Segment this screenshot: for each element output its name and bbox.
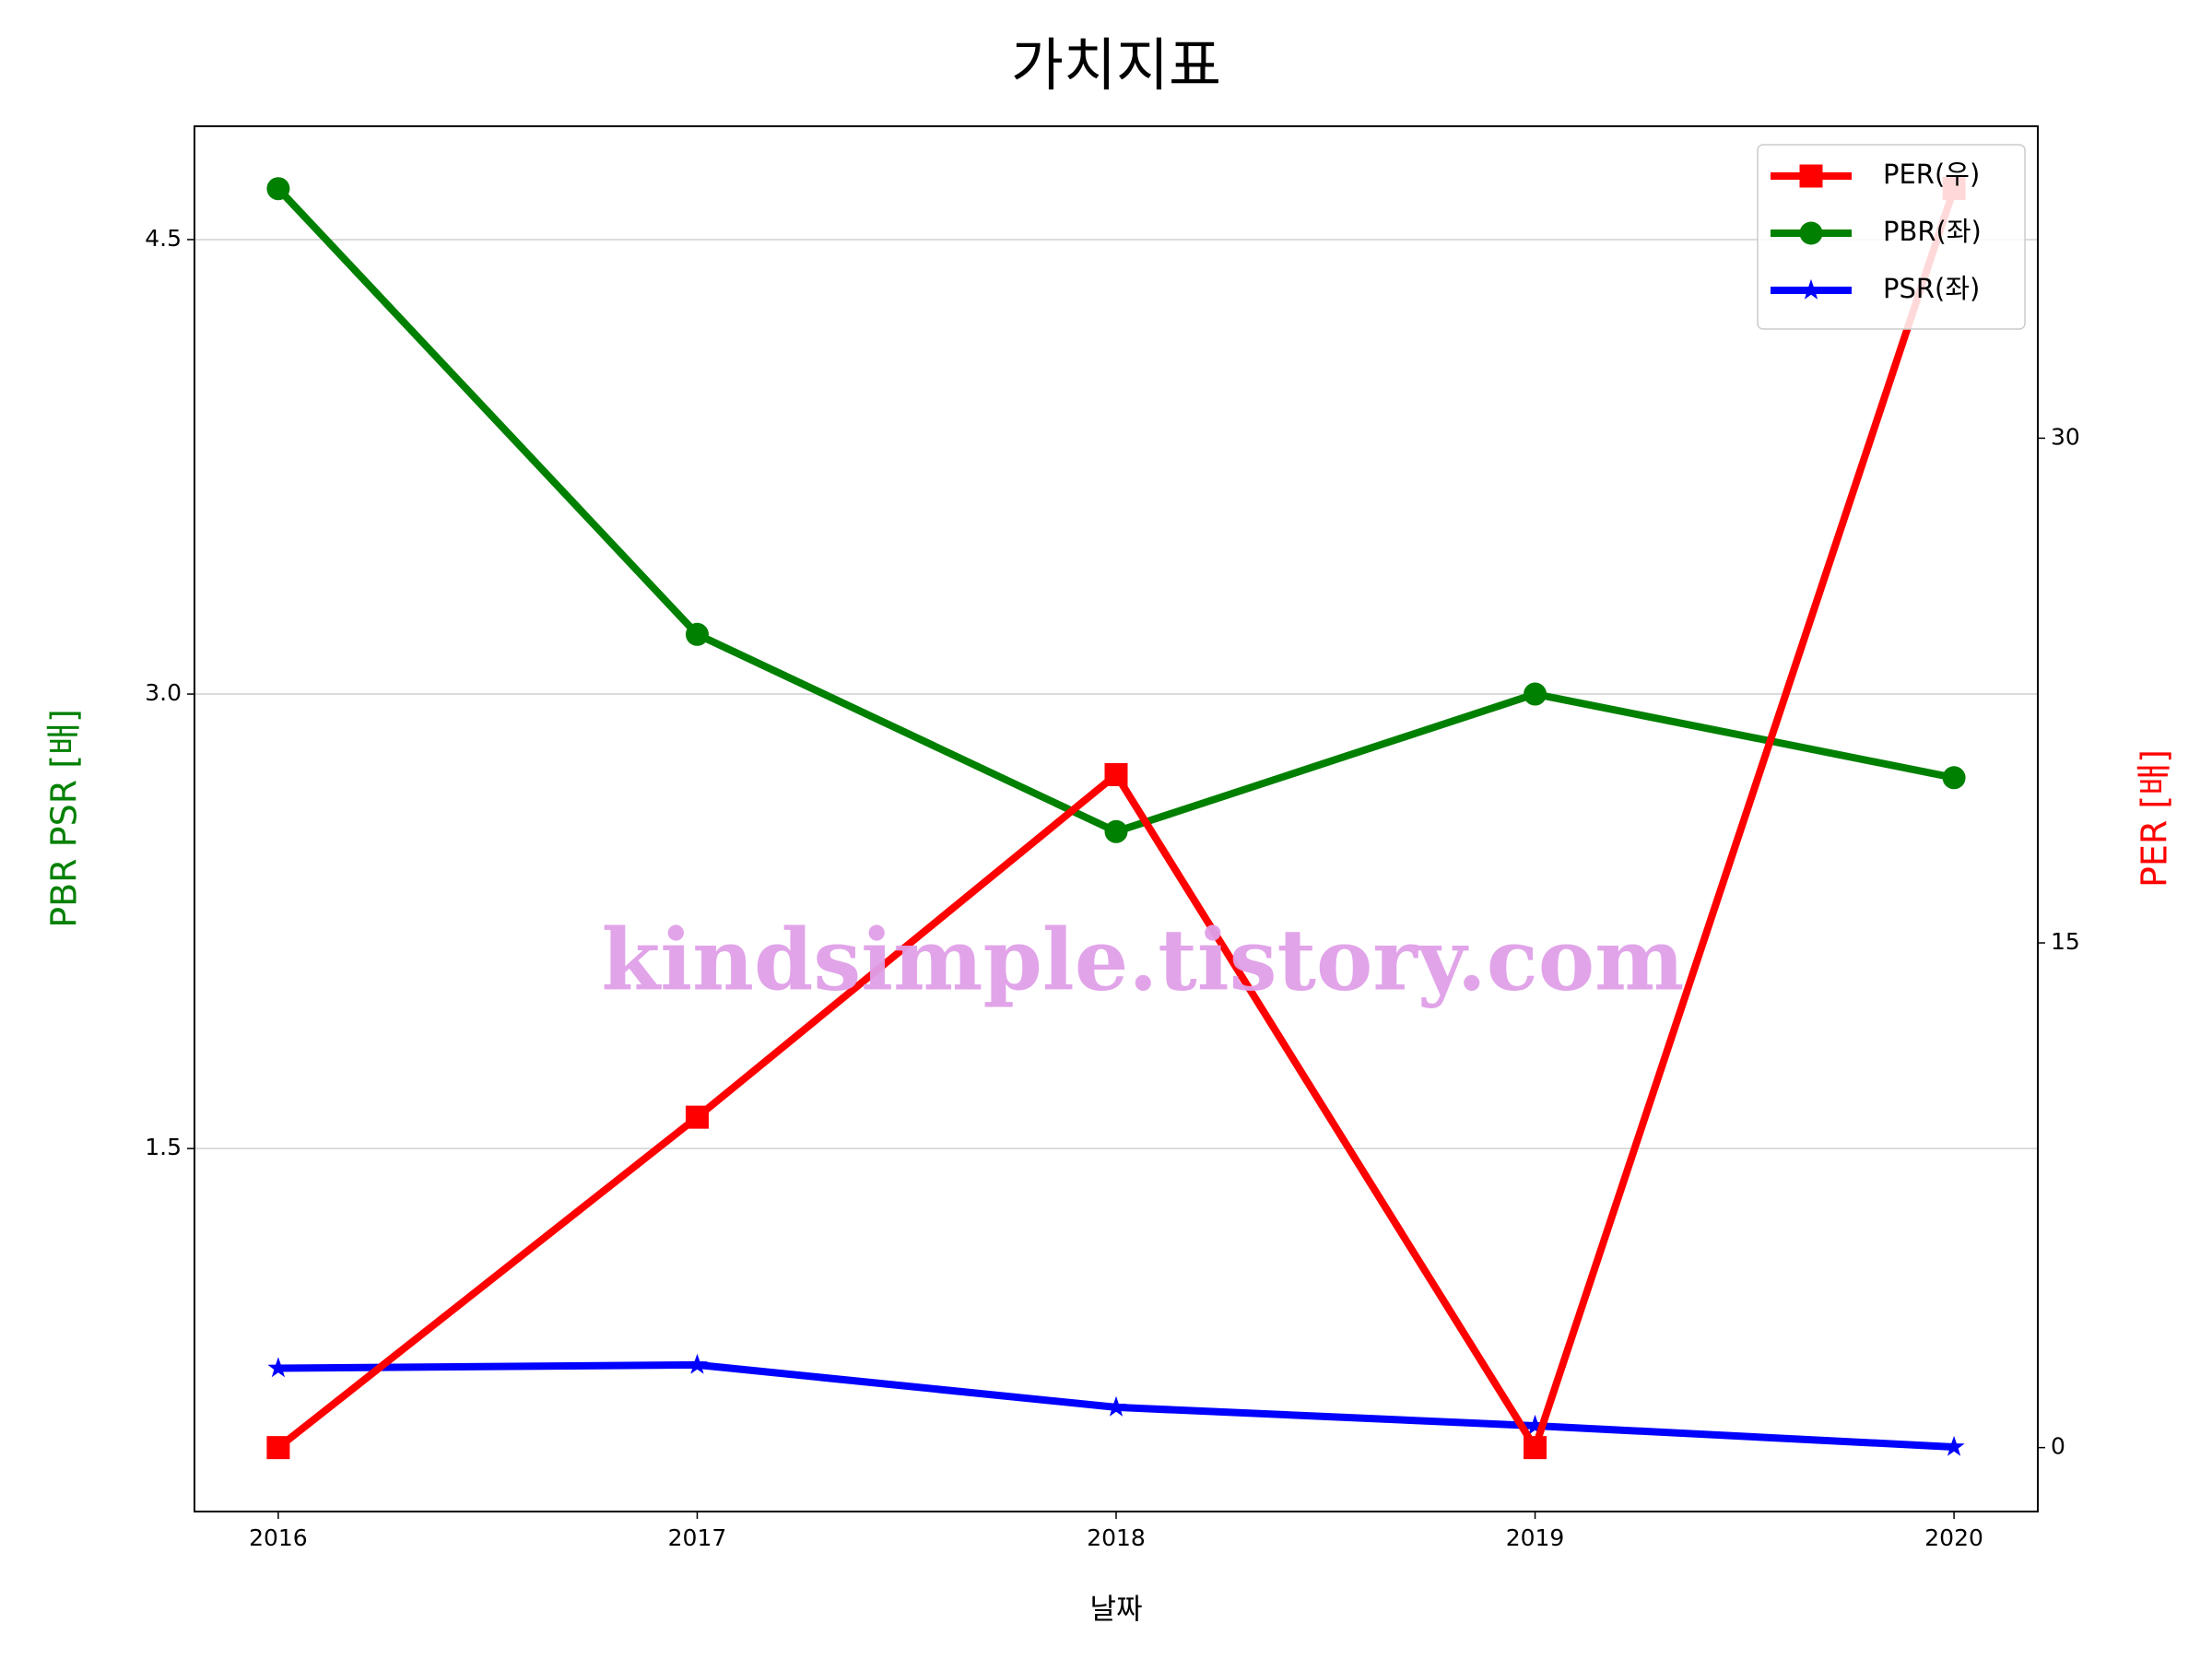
legend-label: PBR(좌) [1883,216,1982,247]
marker [686,1353,708,1374]
marker [1800,278,1822,300]
marker [266,1436,290,1460]
marker [1943,1435,1965,1456]
y2-tick-label: 15 [2051,928,2080,955]
marker [685,622,709,646]
marker [267,1357,289,1378]
marker [1799,164,1823,188]
y2-tick-label: 0 [2051,1433,2065,1460]
x-tick-label: 2017 [668,1524,727,1551]
marker [266,177,290,201]
marker [1104,762,1128,786]
y-tick-label: 4.5 [145,225,182,252]
marker [685,1105,709,1129]
legend-box [1757,144,2026,330]
y-tick-label: 3.0 [145,679,182,706]
x-tick-label: 2020 [1924,1524,1983,1551]
watermark: kindsimple.tistory.com [601,911,1684,1010]
y2-axis-label: PER [배] [2135,749,2175,888]
legend-label: PER(우) [1883,159,1980,190]
x-tick-label: 2019 [1506,1524,1565,1551]
plot [266,177,1966,1460]
x-axis-label: 날짜 [1089,1594,1142,1627]
marker [1524,1414,1547,1435]
x-tick-label: 2016 [249,1524,308,1551]
marker [1799,221,1823,245]
marker [1942,766,1966,790]
legend: PER(우) PBR(좌) PSR(좌) [1757,144,2026,330]
marker [1524,1436,1547,1460]
marker [1104,819,1128,843]
y-tick-label: 1.5 [145,1134,182,1160]
legend-label: PSR(좌) [1883,273,1980,304]
marker [1524,682,1547,706]
y2-tick-label: 30 [2051,423,2080,450]
grid [194,239,2038,1149]
marker [1105,1395,1127,1417]
chart-title: 가치지표 [1011,31,1221,99]
y-axis-label: PBR PSR [배] [44,709,85,928]
x-tick-label: 2018 [1087,1524,1146,1551]
